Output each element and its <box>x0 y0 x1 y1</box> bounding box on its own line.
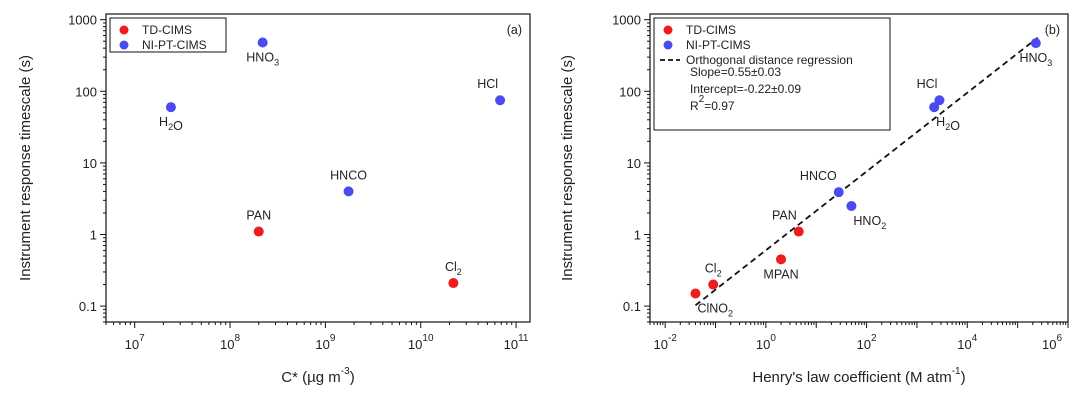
point-label: PAN <box>772 209 797 223</box>
y-tick-label: 1000 <box>68 13 97 28</box>
regression-line <box>694 36 1039 307</box>
data-point <box>495 95 506 106</box>
point-label: Cl2 <box>445 260 462 277</box>
legend-entry: NI-PT-CIMS <box>142 38 207 52</box>
point-label: HCl <box>917 77 938 91</box>
legend-box <box>653 17 891 131</box>
legend-marker <box>119 25 129 35</box>
x-tick-label: 1010 <box>408 333 434 352</box>
y-tick-label: 10 <box>83 156 97 171</box>
data-point <box>929 102 940 113</box>
chart-panel-a: (a) 0.1 1 10 100 1000 107 108 109 1010 1011 C* (µg … <box>17 13 531 386</box>
y-axis: 0.1 1 10 100 1000 <box>612 13 650 323</box>
y-tick-label: 0.1 <box>623 299 641 314</box>
y-tick-label: 1 <box>634 228 641 243</box>
point-label: ClNO2 <box>697 302 733 319</box>
data-point <box>793 226 804 237</box>
point-label: H2O <box>159 115 183 133</box>
y-tick-label: 1 <box>90 228 97 243</box>
x-tick-label: 107 <box>125 333 145 352</box>
regression-stat: Slope=0.55±0.03 <box>690 65 781 79</box>
data-point <box>448 278 459 289</box>
legend-marker <box>119 40 129 50</box>
point-label: H2O <box>936 115 960 133</box>
data-point <box>1030 38 1041 49</box>
y-tick-label: 100 <box>75 84 97 99</box>
data-point <box>257 37 268 48</box>
regression-stat: Intercept=-0.22±0.09 <box>690 82 801 96</box>
point-label: MPAN <box>763 267 798 281</box>
point-label: HNCO <box>330 168 367 182</box>
legend-entry: Orthogonal distance regression <box>686 53 853 67</box>
data-point <box>165 102 176 113</box>
data-point <box>776 254 787 265</box>
data-point <box>934 95 945 106</box>
x-tick-label: 10-2 <box>653 333 677 352</box>
data-point <box>708 279 719 290</box>
y-tick-label: 100 <box>619 84 641 99</box>
data-point <box>343 186 354 197</box>
point-label: PAN <box>246 209 271 223</box>
point-label: HCl <box>477 77 498 91</box>
panel-label: (a) <box>507 23 522 37</box>
series-td-cims: PAN Cl2 <box>246 209 462 289</box>
x-axis-label: C* (µg m-3) <box>281 366 354 386</box>
x-axis: 10-2 100 102 104 106 <box>649 322 1069 352</box>
y-tick-label: 1000 <box>612 13 641 28</box>
y-tick-label: 10 <box>627 156 641 171</box>
legend-box <box>109 17 227 53</box>
chart-panel-b: (b) 0.1 1 10 100 1000 10-2 100 102 104 106 Henry's … <box>559 13 1069 386</box>
y-tick-label: 0.1 <box>79 299 97 314</box>
data-point <box>833 187 844 198</box>
y-axis: 0.1 1 10 100 1000 <box>68 13 106 323</box>
y-axis-label: Instrument response timescale (s) <box>559 55 576 281</box>
x-axis: 107 108 109 1010 1011 <box>105 322 529 352</box>
point-label: HNO3 <box>246 50 279 67</box>
x-tick-label: 108 <box>220 333 240 352</box>
series-ni-pt-cims: HNCO HNO2 H2O HCl HNO3 <box>800 38 1052 231</box>
y-axis-label: Instrument response timescale (s) <box>17 55 34 281</box>
regression-stat: R2=0.97 <box>690 94 735 113</box>
x-tick-label: 1011 <box>504 333 529 352</box>
legend-marker <box>663 25 673 35</box>
data-point <box>846 201 857 212</box>
legend-entry: TD-CIMS <box>142 23 192 37</box>
point-label: Cl2 <box>705 262 722 279</box>
series-td-cims: ClNO2 Cl2 MPAN PAN <box>690 209 804 319</box>
x-axis-label: Henry's law coefficient (M atm-1) <box>752 366 965 386</box>
x-tick-label: 104 <box>957 333 977 352</box>
point-label: HNO2 <box>853 214 886 231</box>
point-label: HNO3 <box>1019 51 1052 68</box>
plot-frame <box>105 13 531 323</box>
x-tick-label: 102 <box>857 333 877 352</box>
data-point <box>253 226 264 237</box>
legend-marker <box>663 40 673 50</box>
x-tick-label: 106 <box>1042 333 1062 352</box>
point-label: HNCO <box>800 169 837 183</box>
data-point <box>690 288 701 299</box>
panel-label: (b) <box>1045 23 1060 37</box>
x-tick-label: 109 <box>315 333 335 352</box>
legend-entry: TD-CIMS <box>686 23 736 37</box>
legend-entry: NI-PT-CIMS <box>686 38 751 52</box>
series-ni-pt-cims: H2O HNO3 HNCO HCl <box>159 37 506 197</box>
x-tick-label: 100 <box>756 333 776 352</box>
